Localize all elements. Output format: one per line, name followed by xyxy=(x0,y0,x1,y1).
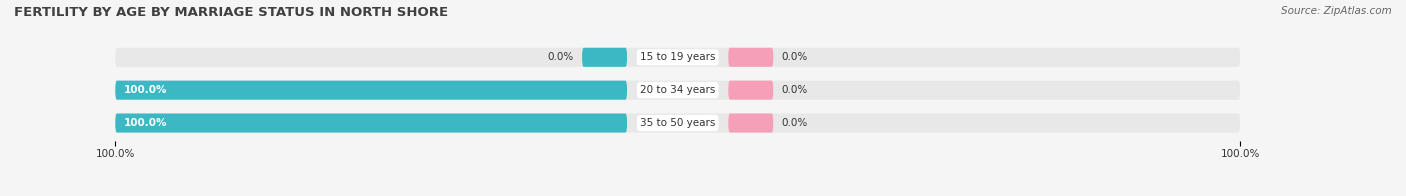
FancyBboxPatch shape xyxy=(115,81,627,100)
FancyBboxPatch shape xyxy=(115,113,627,132)
Text: 20 to 34 years: 20 to 34 years xyxy=(640,85,716,95)
Text: Source: ZipAtlas.com: Source: ZipAtlas.com xyxy=(1281,6,1392,16)
Text: 100.0%: 100.0% xyxy=(124,118,167,128)
FancyBboxPatch shape xyxy=(582,48,627,67)
Text: 0.0%: 0.0% xyxy=(782,52,808,62)
Text: 0.0%: 0.0% xyxy=(782,85,808,95)
FancyBboxPatch shape xyxy=(728,113,773,132)
Text: 15 to 19 years: 15 to 19 years xyxy=(640,52,716,62)
FancyBboxPatch shape xyxy=(115,113,1240,132)
Text: 35 to 50 years: 35 to 50 years xyxy=(640,118,716,128)
Text: FERTILITY BY AGE BY MARRIAGE STATUS IN NORTH SHORE: FERTILITY BY AGE BY MARRIAGE STATUS IN N… xyxy=(14,6,449,19)
Text: 0.0%: 0.0% xyxy=(782,118,808,128)
FancyBboxPatch shape xyxy=(728,48,773,67)
Text: 0.0%: 0.0% xyxy=(547,52,574,62)
FancyBboxPatch shape xyxy=(728,81,773,100)
FancyBboxPatch shape xyxy=(115,48,1240,67)
Text: 100.0%: 100.0% xyxy=(124,85,167,95)
Legend: Married, Unmarried: Married, Unmarried xyxy=(567,193,718,196)
FancyBboxPatch shape xyxy=(115,81,1240,100)
